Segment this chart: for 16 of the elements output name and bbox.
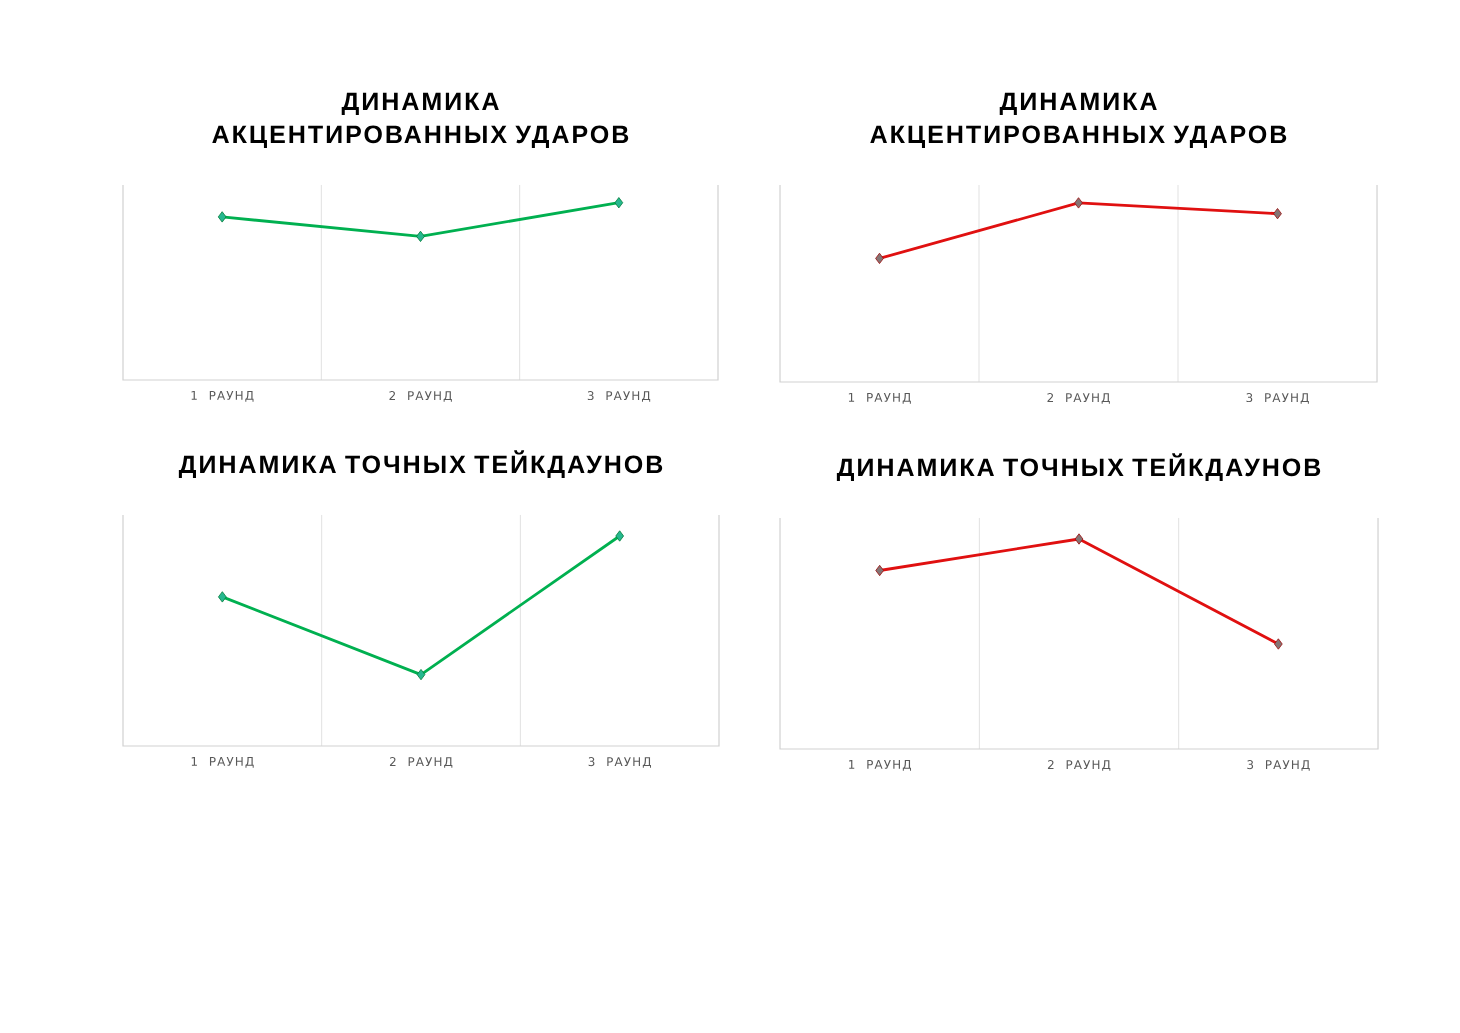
x-tick-label: 1 РАУНД — [191, 391, 254, 402]
x-tick-label: 2 РАУНД — [1047, 760, 1111, 771]
chart-title: ДИНАМИКА ТОЧНЫХ ТЕЙКДАУНОВ — [178, 450, 663, 478]
x-tick-label: 3 РАУНД — [587, 391, 651, 402]
chart-title: ДИНАМИКА АКЦЕНТИРОВАННЫХ УДАРОВ — [212, 92, 629, 148]
chart-title: ДИНАМИКА АКЦЕНТИРОВАННЫХ УДАРОВ — [870, 92, 1287, 148]
x-tick-label: 2 РАУНД — [389, 391, 452, 402]
x-tick-label: 3 РАУНД — [588, 757, 652, 768]
x-tick-label: 2 РАУНД — [1047, 393, 1110, 404]
x-tick-label: 3 РАУНД — [1247, 760, 1310, 771]
x-tick-label: 1 РАУНД — [848, 393, 911, 404]
x-tick-label: 2 РАУНД — [389, 757, 453, 768]
x-tick-label: 3 РАУНД — [1246, 393, 1309, 404]
x-tick-label: 1 РАУНД — [191, 757, 254, 768]
chart-title: ДИНАМИКА ТОЧНЫХ ТЕЙКДАУНОВ — [836, 453, 1321, 481]
x-tick-label: 1 РАУНД — [849, 760, 912, 771]
